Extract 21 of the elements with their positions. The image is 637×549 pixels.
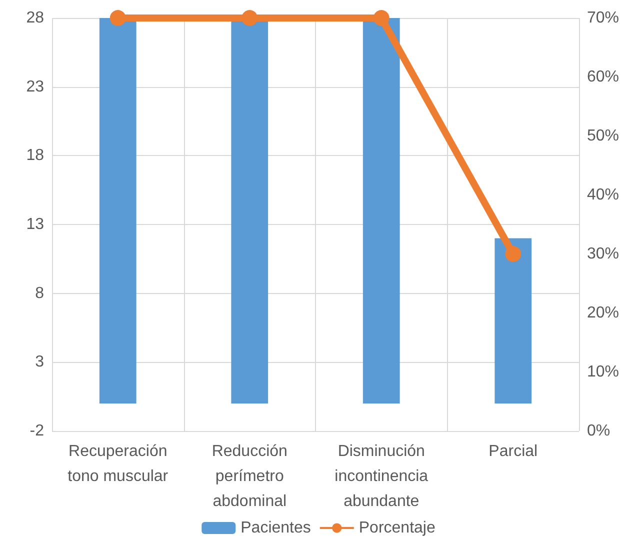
- y2-tick-label: 30%: [587, 246, 620, 262]
- y-tick-label: -2: [30, 422, 44, 440]
- y2-tick-label: 20%: [587, 304, 620, 322]
- y-tick-label: 3: [35, 354, 44, 371]
- x-tick-label: Disminución incontinencia abundante: [334, 443, 428, 510]
- y2-tick-label: 70%: [587, 10, 620, 26]
- y-tick-label: 18: [26, 147, 44, 164]
- y2-tick-label: 10%: [587, 364, 620, 380]
- y-tick-label: 28: [26, 10, 44, 26]
- y2-tick-label: 40%: [587, 186, 620, 204]
- y2-tick-label: 60%: [587, 68, 620, 86]
- legend-label: Porcentaje: [358, 520, 436, 536]
- x-tick-label: Recuperación tono muscular: [68, 443, 169, 485]
- y-tick-label: 8: [35, 284, 44, 302]
- x-tick-label: Reducción perímetro abdominal: [212, 443, 288, 510]
- y2-tick-label: 0%: [587, 422, 610, 440]
- x-tick-label: Parcial: [488, 443, 538, 460]
- legend-label: Pacientes: [240, 520, 311, 536]
- y2-tick-label: 50%: [587, 128, 620, 144]
- y-tick-label: 13: [26, 216, 44, 233]
- y-tick-label: 23: [26, 78, 44, 96]
